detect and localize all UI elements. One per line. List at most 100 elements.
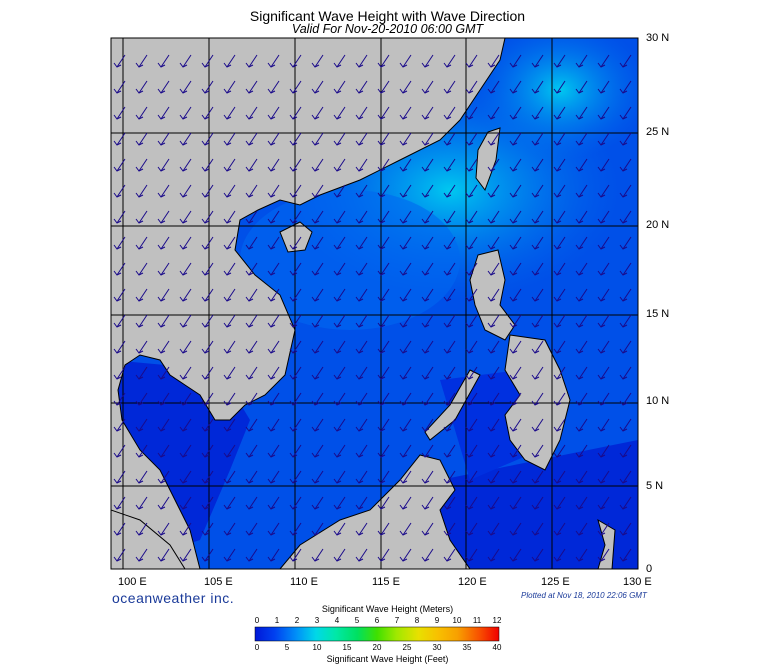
wave-direction-arrow (223, 184, 236, 198)
wave-direction-arrow (267, 366, 280, 380)
wave-direction-arrow (267, 54, 280, 68)
wave-direction-arrow (113, 288, 126, 302)
wave-direction-arrow (311, 54, 324, 68)
wave-direction-arrow (157, 236, 170, 250)
lat-label-15n: 15 N (646, 308, 670, 320)
legend-feet-tick: 35 (462, 643, 472, 652)
wave-direction-arrow (135, 470, 148, 484)
wave-direction-arrow (377, 418, 390, 432)
lat-label-20n: 20 N (646, 219, 670, 231)
legend-meters-tick: 0 (254, 616, 260, 625)
wave-direction-arrow (531, 158, 544, 172)
wave-direction-arrow (443, 236, 456, 250)
wave-direction-arrow (267, 418, 280, 432)
wave-direction-arrow (509, 158, 522, 172)
legend-meters-tick: 4 (334, 616, 340, 625)
wave-direction-arrow (465, 288, 478, 302)
wave-direction-arrow (289, 548, 302, 562)
wave-direction-arrow (333, 158, 346, 172)
wave-direction-arrow (531, 80, 544, 94)
wave-direction-arrow (509, 132, 522, 146)
map-title: Significant Wave Height with Wave Direct… (249, 8, 526, 24)
legend-feet-tick: 0 (254, 643, 260, 652)
wave-direction-arrow (311, 262, 324, 276)
wave-direction-arrow (421, 288, 434, 302)
wave-direction-arrow (509, 548, 522, 562)
wave-direction-arrow (245, 444, 258, 458)
wave-direction-arrow (509, 288, 522, 302)
wave-direction-arrow (135, 80, 148, 94)
wave-direction-arrow (267, 522, 280, 536)
wave-direction-arrow (157, 262, 170, 276)
wave-direction-arrow (619, 314, 632, 328)
wave-direction-arrow (575, 288, 588, 302)
wave-direction-arrow (487, 288, 500, 302)
wave-direction-arrow (377, 262, 390, 276)
wave-direction-arrow (355, 80, 368, 94)
lon-label-105e: 105 E (204, 576, 233, 588)
wave-direction-arrow (113, 366, 126, 380)
wave-direction-arrow (399, 470, 412, 484)
wave-direction-arrow (289, 366, 302, 380)
wave-direction-arrow (377, 158, 390, 172)
wave-direction-arrow (443, 54, 456, 68)
wave-direction-arrow (223, 262, 236, 276)
wave-direction-arrow (443, 548, 456, 562)
wave-direction-arrow (531, 340, 544, 354)
wave-direction-arrow (201, 314, 214, 328)
wave-direction-arrow (553, 210, 566, 224)
wave-direction-arrow (245, 80, 258, 94)
wave-direction-arrow (289, 392, 302, 406)
wave-direction-arrow (333, 548, 346, 562)
wave-direction-arrow (135, 54, 148, 68)
wave-direction-arrow (509, 106, 522, 120)
wave-direction-arrow (113, 80, 126, 94)
lon-label-125e: 125 E (541, 576, 570, 588)
wave-direction-arrow (465, 314, 478, 328)
wave-direction-arrow (113, 392, 126, 406)
wave-direction-arrow (157, 158, 170, 172)
wave-direction-arrow (289, 54, 302, 68)
wave-direction-arrow (597, 522, 610, 536)
lat-label-5n: 5 N (646, 480, 664, 492)
wave-direction-arrow (575, 314, 588, 328)
wave-direction-arrow (289, 132, 302, 146)
wave-direction-arrow (289, 496, 302, 510)
wave-direction-arrow (531, 548, 544, 562)
wave-direction-arrow (487, 522, 500, 536)
wave-direction-arrow (311, 340, 324, 354)
wave-direction-arrow (531, 106, 544, 120)
wave-direction-arrow (333, 366, 346, 380)
wave-direction-arrow (245, 418, 258, 432)
wave-direction-arrow (619, 184, 632, 198)
wave-direction-arrow (553, 522, 566, 536)
lon-label-110e: 110 E (290, 576, 318, 588)
lat-label-10n: 10 N (646, 395, 670, 407)
wave-direction-arrow (553, 106, 566, 120)
wave-direction-arrow (465, 80, 478, 94)
wave-direction-arrow (135, 158, 148, 172)
wave-direction-arrow (333, 132, 346, 146)
wave-direction-arrow (201, 132, 214, 146)
wave-direction-arrow (355, 444, 368, 458)
legend-feet-tick: 15 (342, 643, 352, 652)
wave-direction-arrow (553, 444, 566, 458)
wave-direction-arrow (157, 340, 170, 354)
wave-direction-arrow (113, 132, 126, 146)
wave-direction-arrow (509, 184, 522, 198)
wave-direction-arrow (509, 470, 522, 484)
wave-direction-arrow (223, 132, 236, 146)
wave-direction-arrow (157, 522, 170, 536)
wave-direction-arrow (267, 106, 280, 120)
wave-direction-arrow (267, 80, 280, 94)
wave-direction-arrow (179, 314, 192, 328)
wave-direction-arrow (157, 366, 170, 380)
wave-direction-arrow (465, 444, 478, 458)
wave-direction-arrow (575, 236, 588, 250)
wave-direction-arrow (311, 548, 324, 562)
wave-direction-arrow (267, 340, 280, 354)
wave-direction-arrow (509, 314, 522, 328)
wave-direction-arrow (531, 444, 544, 458)
wave-direction-arrow (443, 132, 456, 146)
